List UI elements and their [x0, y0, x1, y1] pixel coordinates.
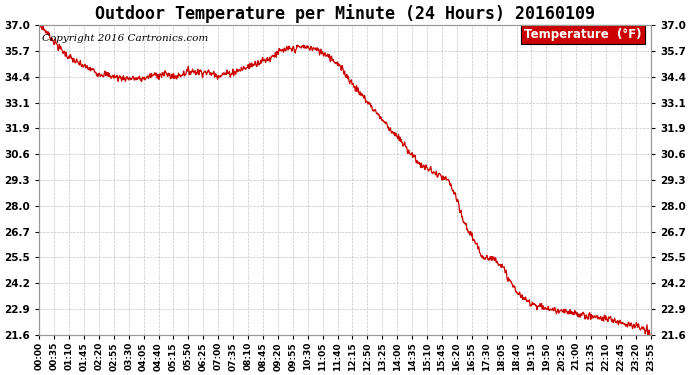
Text: Temperature  (°F): Temperature (°F)	[524, 28, 642, 41]
Title: Outdoor Temperature per Minute (24 Hours) 20160109: Outdoor Temperature per Minute (24 Hours…	[95, 4, 595, 23]
Text: Copyright 2016 Cartronics.com: Copyright 2016 Cartronics.com	[42, 34, 208, 43]
